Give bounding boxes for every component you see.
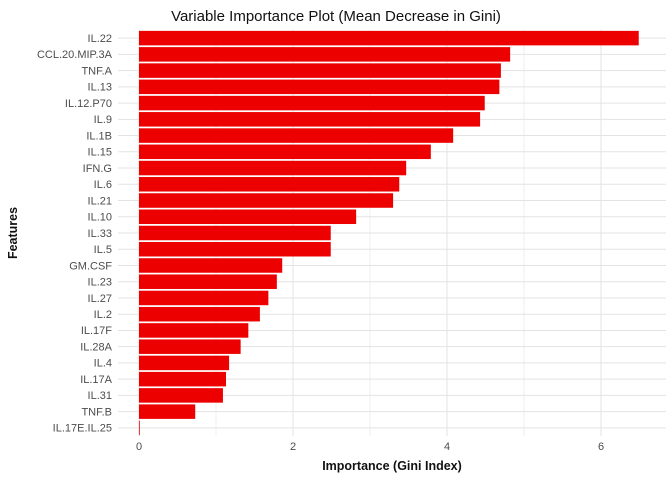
y-tick-label: GM.CSF	[69, 260, 112, 272]
bar-IL.1B	[139, 128, 454, 143]
y-tick-label: IL.5	[94, 244, 112, 256]
y-tick-label: IL.1B	[86, 130, 112, 142]
x-tick-label: 2	[290, 441, 296, 453]
y-tick-label: IL.15	[88, 147, 112, 159]
bar-IL.13	[139, 79, 500, 95]
y-tick-label: TNF.A	[81, 65, 112, 77]
y-tick-label: TNF.B	[81, 406, 112, 418]
bar-IL.17A	[139, 371, 227, 387]
bar-IL.23	[139, 274, 277, 289]
bar-IL.2	[139, 306, 260, 322]
y-tick-label: IL.23	[88, 277, 112, 289]
y-tick-label: IL.31	[88, 390, 112, 402]
bar-IL.17F	[139, 323, 249, 338]
bar-IL.21	[139, 193, 394, 208]
y-tick-label: IL.33	[88, 228, 112, 240]
bar-IL.15	[139, 144, 431, 160]
y-tick-label: IL.17F	[81, 325, 112, 337]
bar-IL.22	[139, 30, 639, 46]
bar-IFN.G	[139, 160, 407, 176]
bar-GM.CSF	[139, 258, 283, 273]
x-tick-label: 4	[444, 441, 450, 453]
bar-IL.12.P70	[139, 95, 485, 111]
y-tick-label: IL.12.P70	[65, 98, 112, 110]
y-tick-label: IL.13	[88, 82, 112, 94]
y-tick-label: CCL.20.MIP.3A	[37, 49, 113, 61]
bar-IL.5	[139, 241, 331, 257]
y-tick-label: IL.6	[94, 179, 112, 191]
x-axis-title: Importance (Gini Index)	[322, 459, 462, 473]
x-tick-label: 6	[598, 441, 604, 453]
y-tick-label: IL.28A	[80, 341, 112, 353]
y-tick-label: IL.21	[88, 195, 112, 207]
y-tick-label: IL.27	[88, 293, 112, 305]
bar-IL.27	[139, 290, 269, 306]
bar-IL.4	[139, 355, 230, 371]
y-tick-label: IFN.G	[83, 163, 112, 175]
bar-IL.6	[139, 177, 400, 192]
y-tick-label: IL.17E.IL.25	[53, 423, 112, 435]
bar-CCL.20.MIP.3A	[139, 47, 511, 62]
bar-IL.33	[139, 225, 331, 241]
y-tick-label: IL.9	[94, 114, 112, 126]
y-tick-label: IL.2	[94, 309, 112, 321]
bar-IL.9	[139, 112, 481, 127]
y-tick-label: IL.22	[88, 33, 112, 45]
y-tick-label: IL.4	[94, 358, 112, 370]
chart-title: Variable Importance Plot (Mean Decrease …	[171, 8, 501, 25]
bar-TNF.A	[139, 63, 501, 78]
y-tick-label: IL.10	[88, 212, 112, 224]
y-tick-label: IL.17A	[80, 374, 112, 386]
bar-IL.17E.IL.25	[139, 420, 140, 436]
bar-TNF.B	[139, 404, 196, 419]
x-tick-label: 0	[136, 441, 142, 453]
bar-IL.10	[139, 209, 357, 225]
bar-IL.31	[139, 388, 223, 403]
bar-IL.28A	[139, 339, 241, 354]
